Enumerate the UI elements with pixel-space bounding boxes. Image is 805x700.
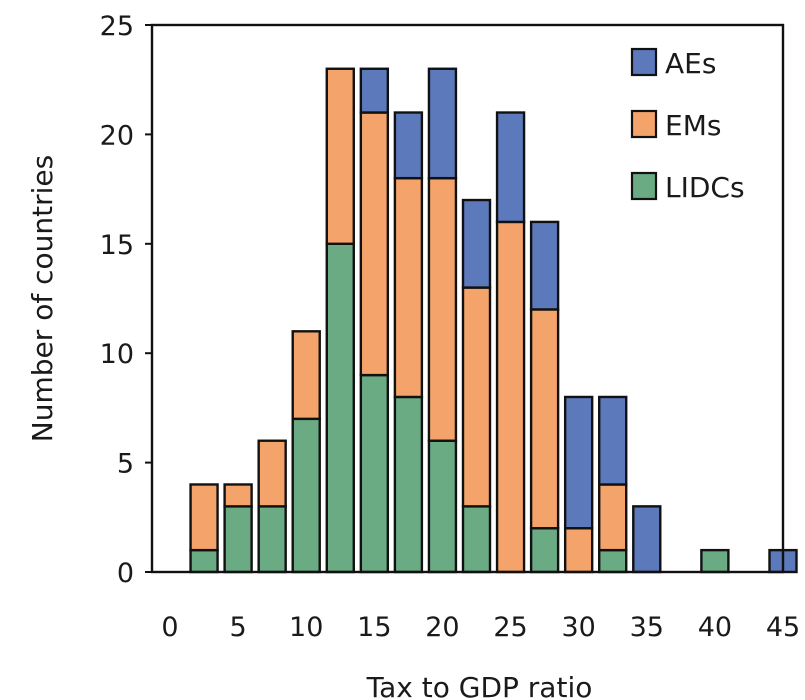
bar-segment-lidcs-8	[461, 505, 492, 574]
bar-segment-lidcs-3	[291, 417, 321, 574]
x-axis-title: Tax to GDP ratio	[366, 671, 593, 700]
bar-segment-lidcs-1	[223, 505, 253, 574]
plot-area	[189, 67, 798, 574]
bar-segment-lidcs-6	[393, 395, 424, 574]
x-tick-label: 15	[357, 612, 391, 643]
bar-segment-aes-6	[393, 111, 424, 180]
bar-segment-ems-9	[495, 220, 526, 574]
x-tick-label: 45	[766, 612, 800, 643]
bar-segment-lidcs-4	[325, 242, 355, 574]
plot-frame	[150, 23, 785, 574]
bar-segment-aes-9	[495, 111, 526, 224]
x-tick-label: 35	[630, 612, 664, 643]
bar-segment-ems-1	[223, 483, 253, 508]
legend: AEs EMs LIDCs	[630, 47, 745, 204]
x-tick-label: 10	[289, 612, 323, 643]
bar-segment-ems-10	[529, 308, 560, 530]
bar-segment-ems-2	[257, 439, 287, 508]
bar-segment-ems-12	[598, 483, 628, 552]
bar-segment-aes-8	[461, 198, 492, 289]
bar-segment-ems-5	[359, 111, 390, 377]
bar-segment-aes-11	[563, 395, 594, 530]
bar-segment-ems-11	[563, 527, 594, 574]
x-tick-label: 5	[230, 612, 247, 643]
bar-segment-lidcs-10	[529, 527, 560, 574]
y-tick-label: 15	[100, 230, 134, 261]
y-tick-label: 10	[100, 339, 134, 370]
x-tick-label: 20	[425, 612, 459, 643]
y-tick-label: 5	[117, 449, 134, 480]
bar-segment-aes-12	[598, 395, 628, 486]
axes: 0 5 10 15 20 25 0 5 10 15 20 25 30 35 40 45	[100, 11, 801, 643]
legend-swatch-aes	[630, 47, 658, 77]
bar-segment-ems-7	[427, 176, 458, 442]
bar-segment-ems-0	[189, 483, 219, 552]
y-axis-title: Number of countries	[26, 155, 59, 442]
bar-segment-aes-7	[427, 67, 458, 180]
x-tick-label: 0	[161, 612, 178, 643]
bar-segment-lidcs-12	[598, 548, 628, 574]
legend-label-aes: AEs	[665, 47, 716, 80]
legend-label-lidcs: LIDCs	[665, 171, 745, 204]
y-tick-label: 25	[100, 11, 134, 42]
legend-swatch-ems	[630, 109, 658, 139]
legend-label-ems: EMs	[665, 109, 721, 142]
legend-swatch-lidcs	[630, 171, 658, 201]
bar-segment-aes-5	[359, 67, 390, 114]
bar-segment-ems-8	[461, 286, 492, 508]
bar-segment-ems-3	[291, 330, 321, 421]
bar-segment-lidcs-5	[359, 373, 390, 574]
y-tick-label: 0	[117, 558, 134, 589]
x-tick-label: 25	[493, 612, 527, 643]
x-tick-label: 30	[561, 612, 595, 643]
bar-segment-aes-10	[529, 220, 560, 311]
bar-segment-ems-6	[393, 176, 424, 399]
bar-segment-lidcs-15	[700, 548, 730, 574]
bar-segment-ems-4	[325, 67, 355, 245]
x-tick-label: 40	[698, 612, 732, 643]
bar-segment-lidcs-0	[189, 548, 219, 574]
y-tick-label: 20	[100, 120, 134, 151]
bar-segment-aes-13	[632, 505, 662, 574]
bar-segment-lidcs-2	[257, 505, 287, 574]
bar-segment-lidcs-7	[427, 439, 458, 574]
